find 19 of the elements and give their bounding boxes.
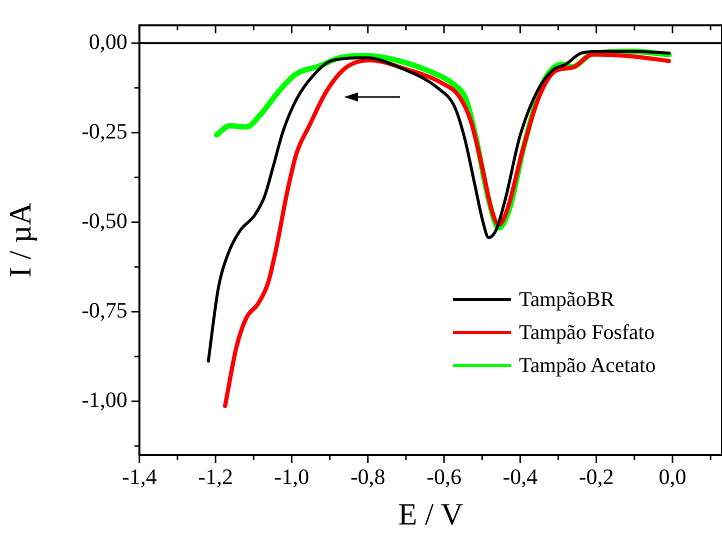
y-tick-label: -0,50 <box>82 208 128 233</box>
x-tick-label: -1,4 <box>122 464 157 489</box>
x-tick-label: 0,0 <box>658 464 686 489</box>
y-axis-title: I / µA <box>2 202 38 278</box>
line-series <box>222 52 672 408</box>
x-axis-title: E / V <box>398 496 464 532</box>
x-tick-label: -1,0 <box>274 464 310 489</box>
x-tick-label: -1,2 <box>198 464 233 489</box>
x-tick-label: -0,4 <box>502 464 538 489</box>
y-tick-label: -0,75 <box>82 298 128 323</box>
y-tick-label: 0,00 <box>88 28 128 54</box>
x-tick-label: -0,2 <box>578 464 614 489</box>
y-tick-label: -1,00 <box>82 387 128 412</box>
legend-label: Tampão Fosfato <box>519 320 655 345</box>
x-tick-label: -0,8 <box>350 464 386 489</box>
legend-label: Tampão Acetato <box>519 353 656 378</box>
x-tick-label: -0,6 <box>426 464 462 489</box>
y-tick-label: -0,25 <box>82 118 128 144</box>
legend-label: TampãoBR <box>519 287 614 312</box>
